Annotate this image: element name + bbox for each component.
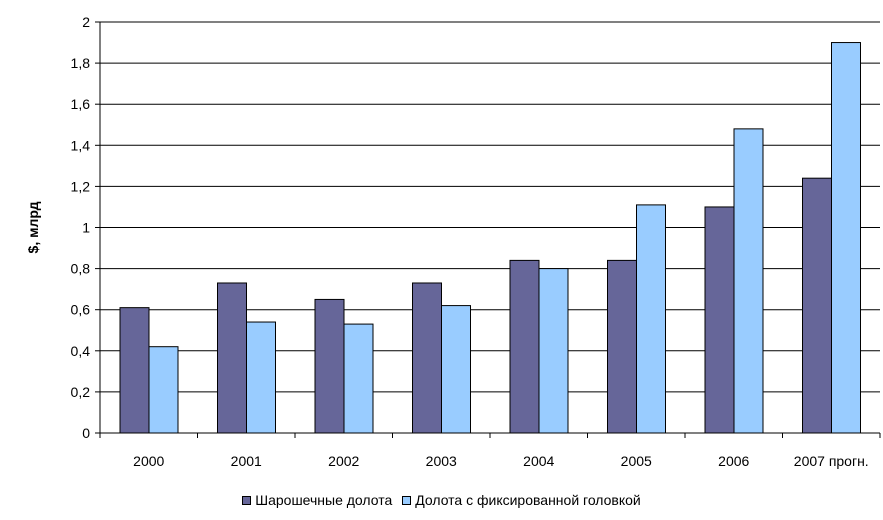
legend-label-series-2: Долота с фиксированной головкой (415, 492, 641, 508)
legend-item-series-1: Шарошечные долота (242, 492, 392, 508)
bars (119, 42, 861, 434)
legend: Шарошечные долота Долота с фиксированной… (0, 492, 883, 508)
bar-series-2 (343, 323, 374, 434)
axes: 0 0,2 0,4 0,6 0,8 1 1,2 1,4 1,6 1,8 2 2000 2001 2002 2… (71, 14, 881, 469)
bar-series-2 (831, 42, 861, 434)
bar-series-1 (217, 282, 247, 434)
bar-series-1 (509, 259, 540, 434)
y-tick-label: 1,6 (71, 96, 91, 112)
y-tick-label: 0 (82, 425, 90, 441)
y-tick-label: 0,4 (71, 343, 91, 359)
bar-series-1 (314, 298, 345, 434)
legend-swatch-series-2 (402, 495, 412, 505)
bar-series-2 (636, 204, 666, 434)
bar-series-2 (246, 321, 276, 434)
bar-chart: 0 0,2 0,4 0,6 0,8 1 1,2 1,4 1,6 1,8 2 2000 2001 2002 2… (25, 14, 881, 469)
y-tick-label: 1,8 (71, 55, 91, 71)
bar-series-1 (802, 177, 832, 434)
legend-swatch-series-1 (242, 495, 252, 505)
bar-series-2 (148, 346, 179, 434)
legend-label-series-1: Шарошечные долота (255, 492, 393, 508)
y-tick-label: 1 (82, 220, 90, 236)
y-axis-label: $, млрд (25, 201, 41, 253)
y-tick-label: 1,4 (71, 137, 91, 153)
bar-series-1 (412, 282, 442, 434)
y-tick-label: 0,2 (71, 384, 91, 400)
bar-series-2 (733, 128, 764, 434)
y-tick-label: 0,6 (71, 302, 91, 318)
bar-series-1 (607, 259, 637, 434)
x-tick-label: 2002 (328, 453, 359, 469)
y-tick-label: 0,8 (71, 261, 91, 277)
bar-series-1 (119, 307, 150, 434)
x-tick-label: 2000 (133, 453, 164, 469)
x-tick-label: 2006 (718, 453, 749, 469)
y-axis-label-group: $, млрд (25, 201, 41, 253)
x-tick-label: 2003 (426, 453, 457, 469)
legend-item-series-2: Долота с фиксированной головкой (402, 492, 641, 508)
bar-series-1 (704, 206, 735, 434)
y-tick-label: 2 (82, 14, 90, 30)
bar-series-2 (538, 268, 569, 434)
x-tick-label: 2005 (621, 453, 652, 469)
y-tick-label: 1,2 (71, 178, 91, 194)
x-tick-label: 2007 прогн. (794, 453, 869, 469)
bar-series-2 (441, 305, 471, 434)
x-tick-label: 2001 (231, 453, 262, 469)
x-tick-label: 2004 (523, 453, 554, 469)
